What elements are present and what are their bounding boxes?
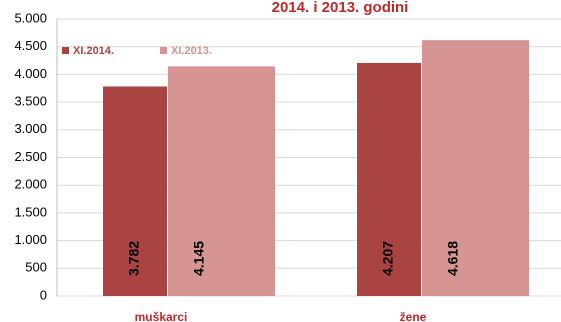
x-tick-label: muškarci bbox=[135, 310, 188, 322]
legend-label: XI.2013. bbox=[171, 45, 212, 57]
bar bbox=[103, 86, 167, 296]
value-label: 4.618 bbox=[445, 241, 461, 276]
bar bbox=[168, 66, 275, 296]
y-tick-label: 1.000 bbox=[14, 232, 47, 247]
y-tick-label: 1.500 bbox=[14, 204, 47, 219]
bar bbox=[357, 62, 421, 296]
x-tick-label: žene bbox=[400, 310, 427, 322]
y-tick-label: 4.000 bbox=[14, 66, 47, 81]
bar bbox=[422, 40, 529, 297]
y-tick-label: 0 bbox=[40, 287, 47, 302]
value-label: 4.145 bbox=[191, 241, 207, 276]
y-tick-label: 2.000 bbox=[14, 177, 47, 192]
legend-label: XI.2014. bbox=[73, 45, 114, 57]
legend-swatch bbox=[62, 47, 69, 54]
y-tick-label: 500 bbox=[25, 260, 47, 275]
y-tick-label: 2.500 bbox=[14, 149, 47, 164]
legend-swatch bbox=[160, 47, 167, 54]
y-tick-label: 3.500 bbox=[14, 94, 47, 109]
value-label: 3.782 bbox=[126, 241, 142, 276]
y-tick-label: 3.000 bbox=[14, 121, 47, 136]
value-label: 4.207 bbox=[380, 241, 396, 276]
y-tick-label: 5.000 bbox=[14, 10, 47, 25]
chart-title: 2014. i 2013. godini bbox=[272, 0, 409, 16]
y-tick-label: 4.500 bbox=[14, 38, 47, 53]
